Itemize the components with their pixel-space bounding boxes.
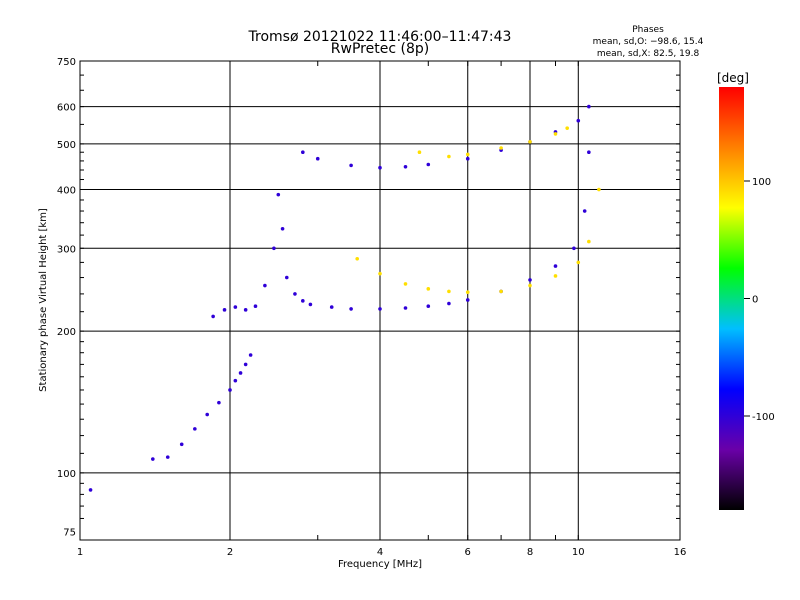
colorbar <box>719 87 744 510</box>
data-point <box>528 140 532 144</box>
data-point <box>205 412 209 417</box>
x-tick-label: 4 <box>377 547 383 558</box>
data-point <box>349 307 353 311</box>
y-tick-label: 75 <box>63 528 76 539</box>
data-point <box>378 271 382 276</box>
data-point <box>403 164 408 169</box>
data-point <box>233 305 238 309</box>
data-point <box>403 306 408 310</box>
data-point <box>276 192 281 197</box>
data-point <box>465 156 470 161</box>
data-point <box>465 152 470 157</box>
data-point <box>233 378 238 383</box>
x-axis-label: Frequency [MHz] <box>338 559 422 570</box>
y-axis-label: Stationary phase Virtual Height [km] <box>38 208 49 392</box>
colorbar-label: [deg] <box>717 71 749 85</box>
data-point <box>572 246 576 251</box>
chart-title: Tromsø 20121022 11:46:00–11:47:43 <box>248 29 512 45</box>
data-point <box>426 162 431 167</box>
grid-lines <box>80 61 680 540</box>
data-points <box>88 104 601 492</box>
colorbar-tick-label: -100 <box>752 412 775 423</box>
axis-ticks: 1 2 4 6 8 10 16 75 100 200 300 400 500 600 750 <box>57 57 686 558</box>
y-tick-label: 600 <box>57 103 76 114</box>
data-point <box>243 308 248 312</box>
data-point <box>447 154 451 159</box>
data-point <box>349 163 353 168</box>
data-point <box>597 187 601 192</box>
data-point <box>88 488 93 492</box>
data-point <box>587 104 591 109</box>
data-point <box>263 283 267 288</box>
x-tick-label: 10 <box>572 547 585 558</box>
data-point <box>238 371 243 375</box>
data-point <box>576 260 581 265</box>
data-point <box>587 150 591 155</box>
data-point <box>355 256 359 261</box>
data-point <box>582 209 587 213</box>
x-tick-label: 16 <box>674 547 687 558</box>
data-point <box>553 264 558 268</box>
y-tick-label: 100 <box>57 469 76 480</box>
data-point <box>447 301 451 306</box>
phases-title: Phases <box>632 25 664 35</box>
data-point <box>228 388 232 392</box>
data-point <box>151 457 155 461</box>
data-point <box>403 282 408 286</box>
data-point <box>253 304 258 308</box>
data-point <box>222 308 227 312</box>
data-point <box>165 455 170 459</box>
data-point <box>447 289 451 294</box>
phases-x-stats: mean, sd,X: 82.5, 19.8 <box>597 49 700 59</box>
data-point <box>378 165 382 170</box>
data-point <box>315 156 320 161</box>
data-point <box>217 400 221 405</box>
data-point <box>179 442 184 447</box>
data-point <box>293 292 297 296</box>
data-point <box>528 278 532 282</box>
y-tick-label: 200 <box>57 327 76 338</box>
data-point <box>553 274 558 278</box>
data-point <box>417 150 422 155</box>
data-point <box>272 246 276 251</box>
x-tick-label: 1 <box>77 547 83 558</box>
data-point <box>301 299 305 303</box>
y-tick-label: 750 <box>57 57 76 68</box>
data-point <box>565 126 569 130</box>
colorbar-tick-label: 0 <box>752 295 758 306</box>
data-point <box>378 307 382 311</box>
data-point <box>587 239 591 244</box>
data-point <box>284 275 289 280</box>
data-point <box>576 118 581 123</box>
data-point <box>280 227 285 231</box>
phases-o-stats: mean, sd,O: −98.6, 15.4 <box>593 37 704 47</box>
y-tick-label: 300 <box>57 244 76 255</box>
data-point <box>248 353 253 357</box>
x-tick-label: 8 <box>527 547 533 558</box>
x-tick-label: 6 <box>465 547 471 558</box>
data-point <box>553 132 558 136</box>
chart-subtitle: RwPretec (8p) <box>331 41 429 57</box>
data-point <box>301 150 305 155</box>
data-point <box>308 302 313 307</box>
data-point <box>499 289 503 294</box>
data-point <box>426 287 431 291</box>
data-point <box>528 283 532 288</box>
data-point <box>243 362 248 367</box>
data-point <box>465 298 470 302</box>
data-point <box>426 304 431 308</box>
data-point <box>499 146 503 150</box>
x-tick-label: 2 <box>227 547 233 558</box>
data-point <box>193 427 197 431</box>
data-point <box>465 290 470 295</box>
colorbar-tick-label: 100 <box>752 177 771 188</box>
colorbar-ticks: 100 0 -100 <box>744 177 775 423</box>
data-point <box>211 314 215 319</box>
data-point <box>329 305 334 309</box>
y-tick-label: 500 <box>57 140 76 151</box>
y-tick-label: 400 <box>57 185 76 196</box>
